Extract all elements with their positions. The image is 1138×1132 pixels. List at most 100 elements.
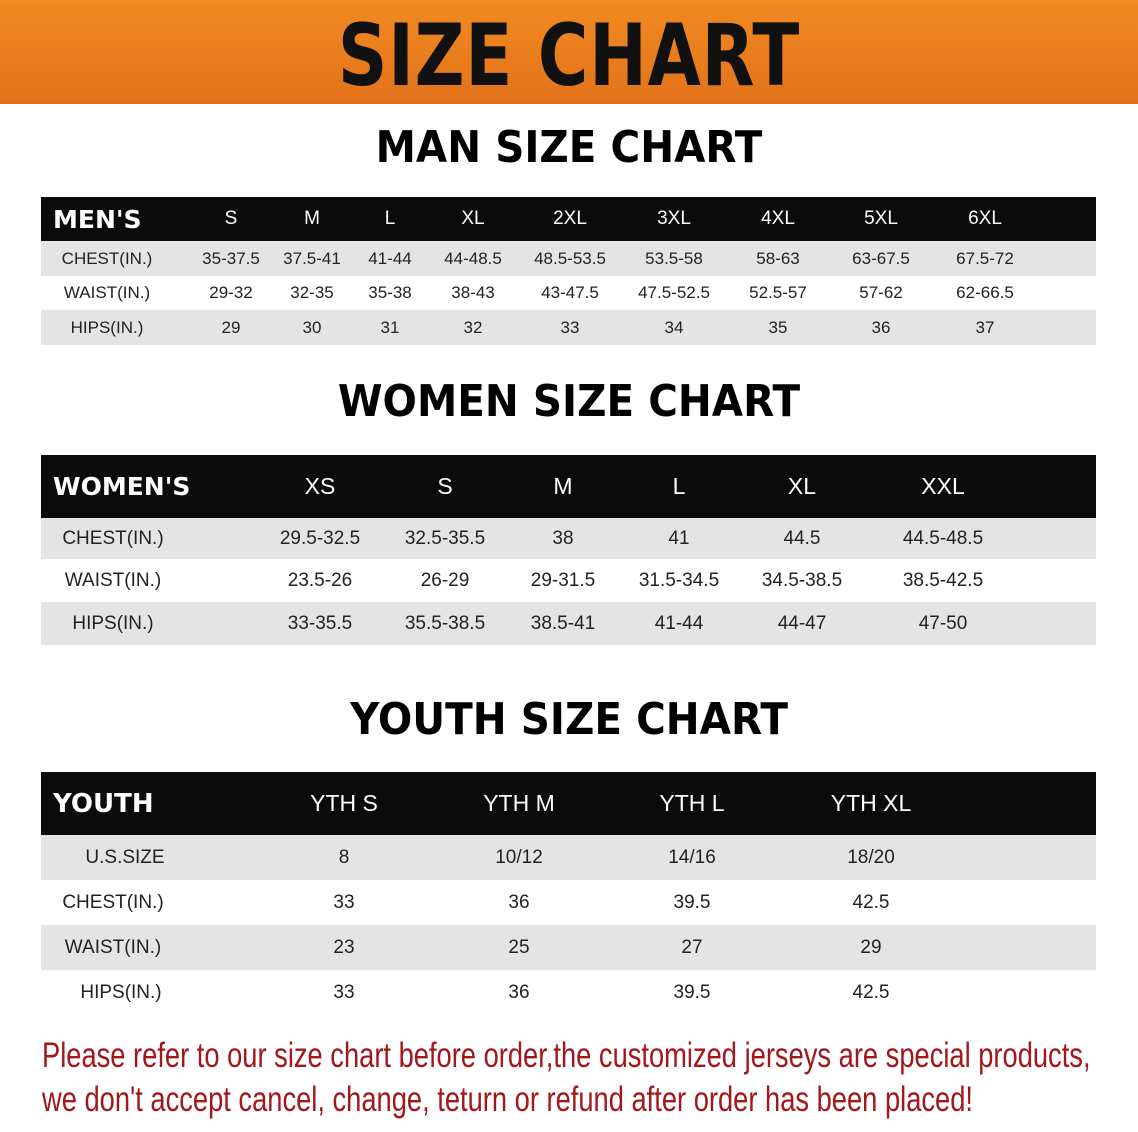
table-cell: 36 <box>871 317 891 337</box>
table-row: HIPS(IN.) 33-35.5 35.5-38.5 38.5-41 41-44 44-… <box>41 602 1096 645</box>
table-cell: 23 <box>333 936 355 958</box>
table-cell: 35 <box>768 317 788 337</box>
measurement-label: WAIST(IN.) <box>64 936 162 958</box>
table-cell: 34 <box>664 317 684 337</box>
table-cell: 31.5-34.5 <box>638 569 720 591</box>
size-header-cell: M <box>304 208 320 229</box>
table-cell: 32.5-35.5 <box>404 527 486 549</box>
table-cell: 43-47.5 <box>541 283 599 302</box>
notice-line-1: Please refer to our size chart before or… <box>42 1036 1091 1075</box>
table-cell: 30 <box>302 317 322 337</box>
size-header-cell: L <box>672 473 686 499</box>
women-section-title: WOMEN SIZE CHART <box>337 376 801 427</box>
table-cell: 62-66.5 <box>956 283 1014 302</box>
table-cell: 37 <box>975 317 995 337</box>
table-cell: 41 <box>668 527 690 549</box>
table-cell: 39.5 <box>673 981 711 1003</box>
table-cell: 33 <box>560 317 580 337</box>
table-cell: 31 <box>380 317 400 337</box>
table-cell: 35-38 <box>368 283 412 302</box>
men-size-table: MEN'S S M L XL 2XL 3XL 4XL 5XL 6XL CHEST(IN.) 35-37… <box>41 197 1096 345</box>
table-cell: 47-50 <box>918 612 968 634</box>
measurement-label: CHEST(IN.) <box>62 891 164 913</box>
table-row: HIPS(IN.) 29 30 31 32 33 34 35 36 37 <box>41 310 1096 345</box>
table-cell: 67.5-72 <box>956 248 1014 268</box>
table-cell: 36 <box>508 981 530 1003</box>
measurement-label: HIPS(IN.) <box>70 317 144 337</box>
measurement-label: WAIST(IN.) <box>64 569 162 591</box>
size-header-cell: 4XL <box>761 208 795 229</box>
table-header-label: YOUTH <box>53 788 154 819</box>
women-header-row: WOMEN'S XS S M L XL XXL <box>41 455 1096 518</box>
table-cell: 57-62 <box>859 283 903 302</box>
table-row: WAIST(IN.) 23 25 27 29 <box>41 925 1096 970</box>
table-cell: 10/12 <box>495 846 543 868</box>
table-cell: 37.5-41 <box>283 248 341 268</box>
table-cell: 52.5-57 <box>749 283 807 302</box>
table-row: U.S.SIZE 8 10/12 14/16 18/20 <box>41 835 1096 880</box>
table-cell: 35-37.5 <box>202 248 260 268</box>
size-header-cell: M <box>553 473 573 499</box>
measurement-label: HIPS(IN.) <box>72 612 154 634</box>
youth-size-table: YOUTH YTH S YTH M YTH L YTH XL U.S.SIZE 8 10/12… <box>41 772 1096 1015</box>
women-size-table: WOMEN'S XS S M L XL XXL CHEST(IN.) 29.5-32.5 32.5… <box>41 455 1096 645</box>
table-cell: 29-32 <box>209 283 253 302</box>
table-cell: 33 <box>333 981 355 1003</box>
table-cell: 38 <box>552 527 574 549</box>
table-cell: 29.5-32.5 <box>279 527 361 549</box>
size-header-cell: XL <box>461 208 485 229</box>
size-header-cell: YTH M <box>483 790 555 816</box>
table-cell: 32 <box>463 317 483 337</box>
table-cell: 44.5-48.5 <box>902 527 984 549</box>
table-row: WAIST(IN.) 23.5-26 26-29 29-31.5 31.5-34.5 34… <box>41 559 1096 602</box>
size-header-cell: XL <box>787 473 817 499</box>
table-cell: 18/20 <box>847 846 895 868</box>
table-cell: 58-63 <box>756 248 800 268</box>
size-header-cell: XXL <box>921 473 965 499</box>
table-cell: 53.5-58 <box>645 248 703 268</box>
size-header-cell: S <box>437 473 453 499</box>
table-cell: 23.5-26 <box>287 569 353 591</box>
size-header-cell: L <box>384 208 396 229</box>
table-cell: 33-35.5 <box>287 612 353 634</box>
table-row: CHEST(IN.) 35-37.5 37.5-41 41-44 44-48.5 48.5… <box>41 241 1096 276</box>
table-cell: 8 <box>338 846 350 868</box>
table-cell: 44-48.5 <box>444 248 502 268</box>
notice-line-2: we don't accept cancel, change, teturn o… <box>42 1080 973 1119</box>
measurement-label: U.S.SIZE <box>85 846 165 868</box>
table-cell: 34.5-38.5 <box>761 569 843 591</box>
table-row: WAIST(IN.) 29-32 32-35 35-38 38-43 43-47.5 47.… <box>41 276 1096 310</box>
table-header-label: WOMEN'S <box>53 472 191 501</box>
table-cell: 42.5 <box>852 891 890 913</box>
men-header-row: MEN'S S M L XL 2XL 3XL 4XL 5XL 6XL <box>41 197 1096 241</box>
table-cell: 26-29 <box>420 569 470 591</box>
men-section-title: MAN SIZE CHART <box>375 122 763 173</box>
banner: SIZE CHART <box>0 0 1138 106</box>
size-header-cell: YTH S <box>310 790 378 816</box>
table-cell: 41-44 <box>654 612 704 634</box>
table-cell: 39.5 <box>673 891 711 913</box>
table-cell: 32-35 <box>290 283 334 302</box>
table-cell: 33 <box>333 891 355 913</box>
table-row: CHEST(IN.) 33 36 39.5 42.5 <box>41 880 1096 925</box>
table-cell: 35.5-38.5 <box>404 612 486 634</box>
measurement-label: CHEST(IN.) <box>62 527 164 549</box>
table-cell: 29 <box>860 936 882 958</box>
size-header-cell: YTH XL <box>830 790 912 816</box>
size-header-cell: 2XL <box>553 208 587 229</box>
size-header-cell: YTH L <box>659 790 725 816</box>
size-header-cell: 5XL <box>864 208 898 229</box>
table-cell: 36 <box>508 891 530 913</box>
table-cell: 42.5 <box>852 981 890 1003</box>
table-cell: 44.5 <box>783 527 821 549</box>
size-header-cell: 6XL <box>968 208 1002 229</box>
banner-title: SIZE CHART <box>337 6 801 106</box>
measurement-label: CHEST(IN.) <box>61 248 153 268</box>
youth-section-title: YOUTH SIZE CHART <box>350 694 788 745</box>
table-row: HIPS(IN.) 33 36 39.5 42.5 <box>41 970 1096 1015</box>
table-row: CHEST(IN.) 29.5-32.5 32.5-35.5 38 41 44.5 44.5… <box>41 518 1096 559</box>
youth-header-row: YOUTH YTH S YTH M YTH L YTH XL <box>41 772 1096 835</box>
table-cell: 38.5-42.5 <box>902 569 984 591</box>
measurement-label: WAIST(IN.) <box>63 283 151 302</box>
table-cell: 25 <box>508 936 530 958</box>
